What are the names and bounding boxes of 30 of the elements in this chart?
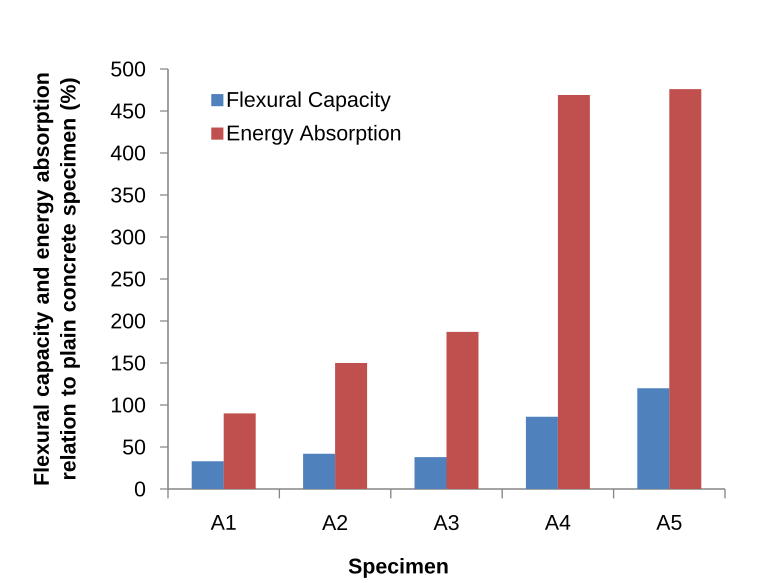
- bar: [414, 457, 446, 489]
- y-tick-label: 200: [111, 313, 146, 329]
- y-tick-label: 400: [110, 145, 146, 161]
- x-tick-label: A4: [544, 515, 570, 530]
- bar: [526, 416, 558, 489]
- bar: [224, 413, 256, 489]
- bar: [446, 332, 478, 489]
- bar: [335, 363, 368, 489]
- bar: [303, 454, 336, 489]
- y-tick-label: 100: [112, 397, 146, 413]
- legend-label: Flexural Capacity: [228, 91, 391, 112]
- bar: [669, 89, 702, 489]
- y-tick-label: 500: [111, 61, 146, 77]
- y-tick-label: 450: [110, 103, 146, 119]
- x-axis-title: Specimen: [348, 558, 448, 578]
- y-tick-label: 350: [111, 187, 146, 203]
- y-tick-label: 150: [112, 355, 146, 371]
- x-tick-label: A2: [322, 515, 348, 530]
- y-tick-label: 0: [134, 481, 146, 497]
- legend-label: Energy Absorption: [228, 124, 400, 145]
- x-tick-label: A5: [656, 515, 682, 530]
- y-tick-label: 50: [123, 439, 146, 455]
- bar: [192, 461, 224, 489]
- y-tick-label: 250: [111, 271, 146, 287]
- y-axis-title: Flexural capacity and energy absorption relation to plain concrete specimen (%): [33, 73, 80, 484]
- x-tick-label: A1: [210, 515, 236, 530]
- bar: [558, 95, 590, 489]
- bar: [637, 388, 670, 489]
- x-tick-label: A3: [433, 515, 459, 530]
- y-tick-label: 300: [111, 229, 146, 245]
